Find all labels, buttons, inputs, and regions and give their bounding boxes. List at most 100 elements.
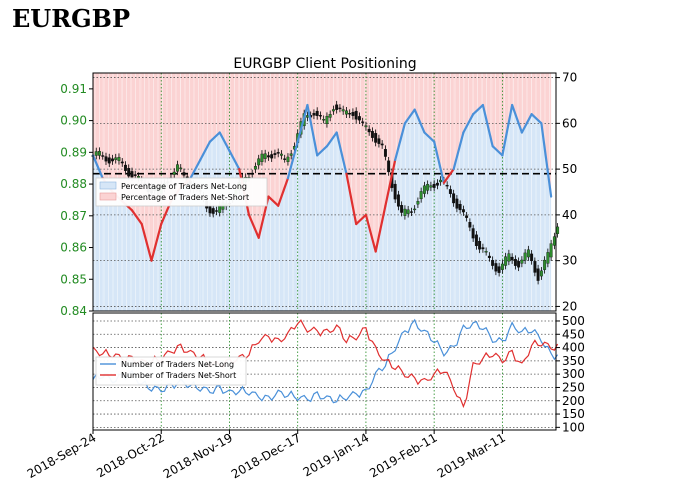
net-short-fill xyxy=(414,73,425,133)
candle-body xyxy=(422,185,426,194)
candle-body xyxy=(377,138,381,144)
candle-body xyxy=(276,152,280,154)
net-long-fill xyxy=(151,224,162,311)
count-tick-label: 500 xyxy=(562,314,585,328)
x-tick-label: 2018-Oct-22 xyxy=(94,430,166,480)
candle-body xyxy=(283,158,287,160)
candle-body xyxy=(468,221,472,228)
net-long-fill xyxy=(122,201,132,311)
percent-net-long-segment xyxy=(394,122,407,162)
percent-net-long-segment xyxy=(277,177,290,207)
candle-body xyxy=(556,226,560,234)
net-long-fill xyxy=(482,105,493,312)
candle-body xyxy=(487,255,491,259)
price-tick-label: 0.89 xyxy=(60,145,87,159)
candle-body xyxy=(494,263,498,272)
candle-body xyxy=(94,151,98,156)
candle-body xyxy=(98,151,101,156)
percent-tick-label: 70 xyxy=(562,71,577,85)
percent-net-long-segment xyxy=(150,222,163,262)
percent-net-long-segment xyxy=(540,122,553,198)
candle-body xyxy=(331,109,335,112)
candle-body xyxy=(374,133,378,143)
candle-body xyxy=(179,167,183,170)
x-tick-label: 2018-Dec-17 xyxy=(229,430,303,481)
percent-net-long-segment xyxy=(199,140,212,162)
net-long-fill xyxy=(209,132,220,311)
price-tick-label: 0.86 xyxy=(60,241,87,255)
candle-body xyxy=(120,161,124,164)
count-tick-label: 250 xyxy=(562,380,585,394)
net-short-fill xyxy=(307,73,318,156)
legend-box xyxy=(95,356,247,386)
candle-body xyxy=(403,208,407,216)
net-long-fill xyxy=(297,105,308,312)
top-axes: 0.84 0.85 0.86 0.87 0.88 0.89 0.90 0.91 20 30 40 50… xyxy=(60,71,577,318)
candle-body xyxy=(124,164,127,171)
percent-net-long-segment xyxy=(364,213,377,253)
percent-net-long-segment xyxy=(472,103,484,116)
percent-net-long-segment xyxy=(247,213,260,239)
candle-body xyxy=(279,153,283,156)
net-short-fill xyxy=(512,73,522,133)
candle-body xyxy=(396,194,400,207)
candle-body xyxy=(253,166,257,170)
price-tick-label: 0.91 xyxy=(60,82,87,96)
candle-body xyxy=(429,185,433,188)
percent-net-long-segment xyxy=(442,168,455,184)
percent-net-long-segment xyxy=(335,131,348,175)
net-long-fill xyxy=(492,146,503,311)
candle-body xyxy=(523,252,527,261)
percent-net-long-segment xyxy=(384,158,397,207)
candle-body xyxy=(507,253,511,262)
net-long-fill xyxy=(424,132,435,311)
percent-net-long-segment xyxy=(345,172,358,226)
percent-net-long-segment xyxy=(452,131,465,171)
price-tick-label: 0.84 xyxy=(60,304,87,318)
net-long-fill xyxy=(365,214,376,311)
net-short-fill xyxy=(473,73,483,115)
price-tick-label: 0.87 xyxy=(60,209,87,223)
candle-body xyxy=(127,168,131,177)
percent-net-long-segment xyxy=(462,113,475,134)
percent-net-long-segment xyxy=(491,145,504,157)
candle-body xyxy=(530,253,534,262)
net-short-fill xyxy=(453,73,464,170)
candle-body xyxy=(322,119,326,121)
candle-body xyxy=(270,154,274,159)
candle-body xyxy=(497,266,501,273)
percent-tick-label: 40 xyxy=(562,208,577,222)
percent-net-long-segment xyxy=(403,108,416,125)
candle-body xyxy=(286,156,290,163)
candle-body xyxy=(370,131,374,138)
percent-tick-label: 50 xyxy=(562,162,577,176)
count-tick-label: 450 xyxy=(562,327,585,341)
candle-body xyxy=(458,204,462,211)
net-short-fill xyxy=(219,73,230,151)
candle-body xyxy=(474,234,478,247)
net-long-fill xyxy=(248,214,259,311)
count-tick-label: 200 xyxy=(562,394,585,408)
net-long-fill xyxy=(356,214,366,311)
percent-net-long-segment xyxy=(374,204,387,253)
top-frame xyxy=(92,72,557,312)
net-short-fill xyxy=(317,73,327,156)
percent-net-long-segment xyxy=(208,131,221,143)
candle-body xyxy=(461,209,465,213)
net-short-fill xyxy=(209,73,220,142)
candle-body xyxy=(137,176,140,178)
net-long-fill xyxy=(131,210,142,311)
count-tick-label: 150 xyxy=(562,407,585,421)
candle-body xyxy=(426,184,430,191)
candle-body xyxy=(305,115,309,118)
net-long-fill xyxy=(317,146,327,311)
legend-label: Percentage of Traders Net-Long xyxy=(121,182,247,191)
price-tick-label: 0.85 xyxy=(60,272,87,286)
legend-label: Number of Traders Net-Short xyxy=(121,371,236,380)
net-long-fill xyxy=(219,132,230,311)
candle-body xyxy=(504,256,508,266)
net-short-fill xyxy=(492,73,503,156)
page-title: EURGBP xyxy=(12,4,130,33)
candle-body xyxy=(104,156,108,162)
